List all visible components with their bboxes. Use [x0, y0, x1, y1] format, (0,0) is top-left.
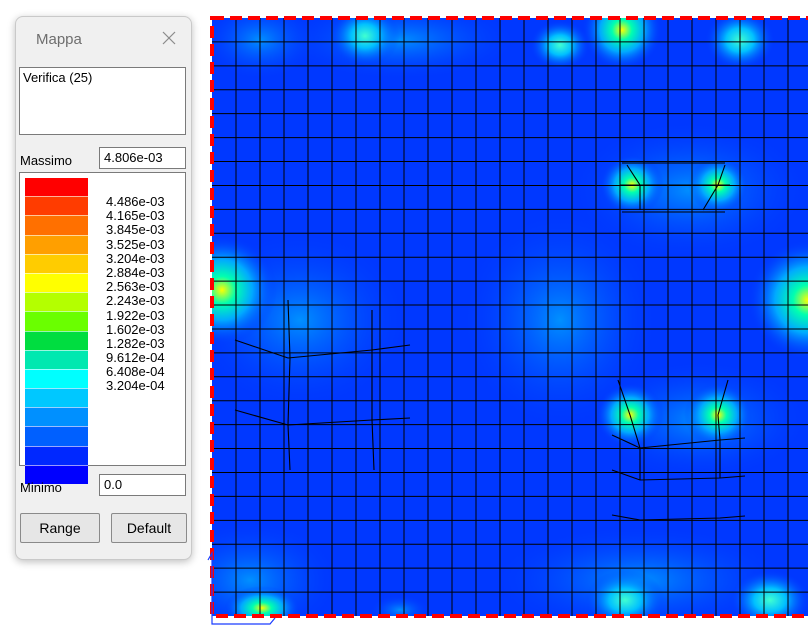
legend-value: 1.282e-03: [106, 335, 165, 351]
legend-swatch: [25, 426, 88, 446]
range-button[interactable]: Range: [20, 513, 100, 543]
mesh-irregular-lines: [234, 162, 746, 521]
map-palette-window[interactable]: Mappa Verifica (25) Massimo 4.806e-03 4.…: [15, 16, 192, 560]
combination-list[interactable]: Verifica (25): [19, 67, 186, 135]
plate-boundary: [210, 16, 808, 618]
default-button[interactable]: Default: [111, 513, 187, 543]
legend-value: 3.845e-03: [106, 222, 165, 238]
legend-swatch: [25, 368, 88, 389]
min-value-field[interactable]: 0.0: [99, 474, 186, 496]
legend-swatch: [25, 215, 88, 235]
mesh-grid: [212, 18, 808, 616]
legend-value: 3.204e-03: [106, 250, 165, 266]
legend-value: 4.165e-03: [106, 208, 165, 224]
legend-value: 9.612e-04: [106, 350, 165, 366]
legend-swatch: [25, 311, 88, 331]
legend-swatch: [25, 349, 88, 369]
legend-swatch: [25, 196, 88, 216]
support-marker: [207, 550, 276, 625]
legend-swatch: [25, 464, 88, 484]
color-legend: 4.486e-03 4.165e-03 3.845e-03 3.525e-03 3.20…: [19, 172, 186, 484]
min-label: Minimo: [20, 480, 62, 495]
legend-value: 3.525e-03: [106, 236, 165, 252]
legend-value: 4.486e-03: [106, 194, 165, 209]
legend-swatch: [25, 178, 88, 197]
close-button[interactable]: [156, 25, 182, 51]
legend-value: 1.602e-03: [106, 321, 165, 337]
legend-swatch: [25, 445, 88, 465]
max-label: Massimo: [20, 153, 73, 168]
legend-swatch: [25, 272, 88, 293]
legend-swatch: [25, 292, 88, 312]
legend-swatch: [25, 234, 88, 254]
legend-value: 6.408e-04: [106, 364, 165, 380]
legend-value: 2.563e-03: [106, 279, 165, 295]
close-icon: [162, 31, 176, 45]
max-value-field[interactable]: 4.806e-03: [99, 147, 186, 169]
legend-values: 4.486e-03 4.165e-03 3.845e-03 3.525e-03 3.20…: [106, 194, 165, 394]
legend-swatch: [25, 330, 88, 350]
legend-swatch: [25, 253, 88, 273]
legend-swatch: [25, 407, 88, 427]
legend-value: 2.884e-03: [106, 264, 165, 280]
legend-value: 3.204e-04: [106, 378, 165, 394]
legend-swatches: [25, 178, 88, 484]
legend-swatch: [25, 388, 88, 408]
palette-title: Mappa: [36, 31, 82, 48]
combination-item[interactable]: Verifica (25): [23, 70, 93, 85]
legend-value: 2.243e-03: [106, 293, 165, 309]
legend-value: 1.922e-03: [106, 307, 165, 323]
